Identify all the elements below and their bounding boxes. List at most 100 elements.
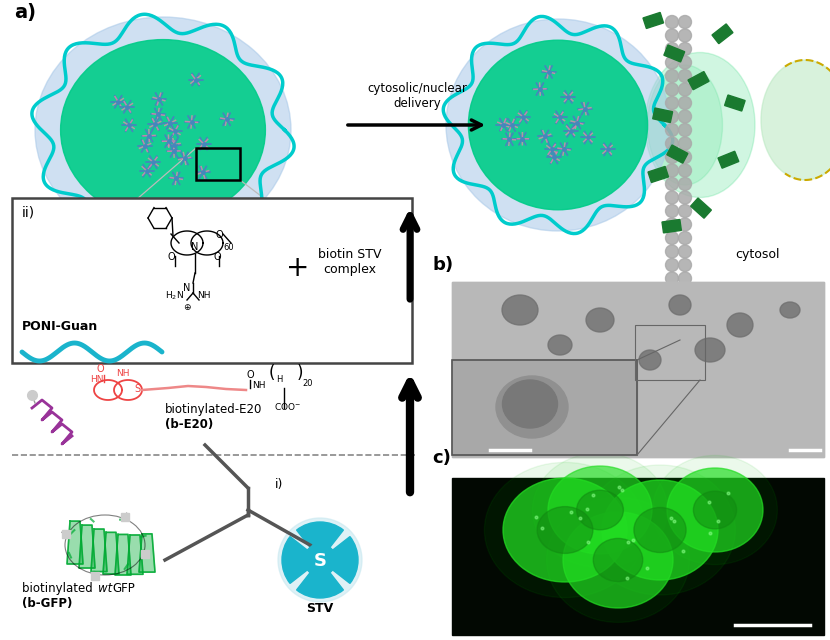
Circle shape — [666, 15, 678, 29]
Text: N: N — [191, 242, 198, 252]
Text: i): i) — [275, 478, 283, 491]
Text: biotinylated-E20: biotinylated-E20 — [165, 403, 262, 416]
Bar — [718, 151, 739, 168]
Text: STV: STV — [306, 602, 334, 615]
Text: complex: complex — [324, 263, 377, 276]
Ellipse shape — [490, 361, 510, 379]
Bar — [666, 145, 688, 163]
Ellipse shape — [563, 512, 673, 608]
Text: wt: wt — [98, 582, 112, 595]
Text: a): a) — [14, 3, 36, 22]
Text: S: S — [134, 384, 140, 394]
Circle shape — [666, 56, 678, 69]
Bar — [725, 95, 745, 111]
Text: O: O — [96, 364, 104, 374]
Bar — [712, 24, 733, 44]
Circle shape — [666, 272, 678, 285]
Text: delivery: delivery — [393, 97, 441, 110]
Polygon shape — [139, 534, 155, 572]
Text: 60: 60 — [223, 243, 233, 252]
Bar — [688, 72, 709, 90]
Ellipse shape — [35, 17, 291, 243]
Text: ⊕: ⊕ — [183, 303, 191, 312]
Bar — [691, 198, 711, 218]
Circle shape — [678, 110, 691, 123]
Circle shape — [678, 83, 691, 96]
Circle shape — [666, 42, 678, 56]
Ellipse shape — [761, 60, 830, 180]
Bar — [452, 282, 824, 457]
Bar — [652, 108, 672, 122]
Circle shape — [678, 259, 691, 271]
Bar — [12, 198, 412, 363]
Polygon shape — [115, 534, 131, 575]
Bar — [635, 325, 705, 380]
Text: O: O — [246, 370, 254, 380]
Polygon shape — [67, 521, 83, 564]
Circle shape — [678, 164, 691, 177]
Circle shape — [678, 150, 691, 163]
Circle shape — [678, 205, 691, 218]
Polygon shape — [79, 525, 95, 568]
Ellipse shape — [548, 466, 652, 554]
Text: O: O — [215, 230, 222, 240]
Bar — [196, 148, 240, 180]
Bar — [643, 12, 663, 28]
Text: H: H — [276, 375, 282, 384]
Circle shape — [678, 272, 691, 285]
Text: NH: NH — [116, 369, 129, 378]
Circle shape — [666, 245, 678, 258]
Circle shape — [666, 218, 678, 231]
Ellipse shape — [667, 468, 763, 552]
Text: H$_2$N: H$_2$N — [165, 289, 184, 301]
Circle shape — [666, 110, 678, 123]
Circle shape — [678, 70, 691, 83]
Text: c): c) — [432, 449, 451, 467]
Circle shape — [666, 29, 678, 42]
Wedge shape — [296, 560, 344, 598]
Wedge shape — [296, 522, 344, 560]
Text: O: O — [213, 252, 221, 262]
Wedge shape — [282, 536, 320, 584]
Ellipse shape — [532, 453, 667, 567]
Ellipse shape — [652, 456, 778, 564]
Ellipse shape — [669, 295, 691, 315]
Text: $\left(\right.$: $\left(\right.$ — [268, 362, 275, 382]
Ellipse shape — [468, 40, 647, 210]
Ellipse shape — [503, 478, 627, 582]
Ellipse shape — [727, 313, 753, 337]
Ellipse shape — [695, 338, 725, 362]
Circle shape — [666, 124, 678, 136]
Ellipse shape — [693, 491, 736, 529]
Bar — [452, 478, 824, 635]
Circle shape — [666, 191, 678, 204]
Circle shape — [666, 232, 678, 244]
Ellipse shape — [502, 380, 558, 428]
Circle shape — [666, 97, 678, 109]
Bar — [452, 360, 637, 455]
Text: NH: NH — [252, 381, 266, 390]
Text: PONI-Guan: PONI-Guan — [22, 320, 98, 333]
Text: biotinylated: biotinylated — [22, 582, 96, 595]
Circle shape — [678, 124, 691, 136]
Ellipse shape — [602, 480, 718, 580]
Circle shape — [666, 259, 678, 271]
Circle shape — [678, 15, 691, 29]
Circle shape — [666, 137, 678, 150]
Ellipse shape — [577, 490, 623, 530]
Circle shape — [666, 164, 678, 177]
Ellipse shape — [780, 302, 800, 318]
Bar — [452, 282, 824, 457]
Text: cytosol: cytosol — [735, 248, 779, 261]
Polygon shape — [127, 535, 143, 574]
Text: N: N — [183, 283, 190, 293]
Ellipse shape — [647, 65, 722, 185]
Circle shape — [304, 544, 336, 576]
Circle shape — [678, 191, 691, 204]
Bar — [662, 220, 681, 233]
Circle shape — [666, 83, 678, 96]
Ellipse shape — [546, 498, 690, 622]
Ellipse shape — [634, 508, 686, 552]
Polygon shape — [103, 532, 119, 574]
Ellipse shape — [593, 538, 642, 582]
